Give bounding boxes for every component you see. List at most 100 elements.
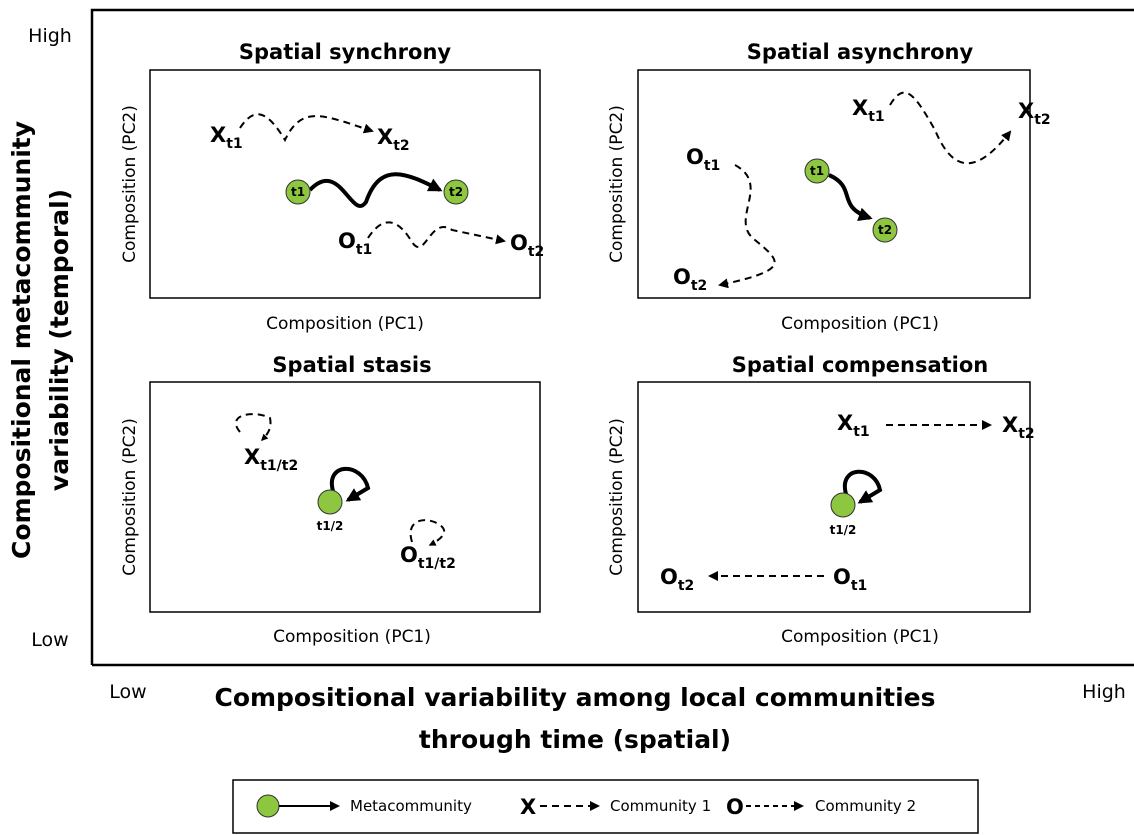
label-sub: t1 xyxy=(868,109,884,125)
panel-frame xyxy=(149,69,541,299)
community-path xyxy=(239,113,374,143)
node xyxy=(443,179,469,205)
label-sub: t1/t2 xyxy=(260,458,298,474)
label-sub: t2 xyxy=(691,278,707,294)
label-sub: t1 xyxy=(356,242,372,258)
label-base: X xyxy=(1002,413,1018,437)
label-base: O xyxy=(833,565,851,589)
node-label: t2 xyxy=(449,185,463,199)
panel-frame xyxy=(637,69,1031,299)
label-base: X xyxy=(837,411,853,435)
y-high: High xyxy=(28,25,72,47)
node xyxy=(285,179,311,205)
metacommunity-path xyxy=(842,469,883,504)
x-label: Composition (PC1) xyxy=(781,314,939,334)
label-base: O xyxy=(510,231,528,255)
panel-title: Spatial compensation xyxy=(732,353,989,377)
label-sub: t1 xyxy=(851,578,867,594)
community-path xyxy=(367,221,506,248)
label-sub: t2 xyxy=(1034,112,1050,128)
y-title: Compositional metacommunity xyxy=(7,121,36,559)
axes-frame xyxy=(90,8,1134,667)
x-high: High xyxy=(1082,681,1126,703)
node xyxy=(830,492,856,518)
label-sub: t1 xyxy=(704,158,720,174)
label-sub: t2 xyxy=(393,138,409,154)
node xyxy=(317,489,343,515)
x-title: through time (spatial) xyxy=(419,725,731,754)
community-path xyxy=(409,519,446,546)
y-label: Composition (PC2) xyxy=(607,105,627,263)
community-label: Ot2 xyxy=(660,565,694,594)
label-base: X xyxy=(852,96,868,120)
community-label: Xt2 xyxy=(377,125,410,154)
panel: Spatial compensation Composition (PC1) C… xyxy=(607,353,1035,647)
community-path xyxy=(889,91,1012,165)
x-title: Compositional variability among local co… xyxy=(214,683,935,712)
node xyxy=(804,158,830,184)
label-sub: t2 xyxy=(528,244,544,260)
panel-title: Spatial stasis xyxy=(272,353,431,377)
panel-frame xyxy=(637,381,1031,613)
x-label: Composition (PC1) xyxy=(273,627,431,647)
y-title: variability (temporal) xyxy=(45,189,74,491)
community-label: Ot2 xyxy=(673,265,707,294)
y-label: Composition (PC2) xyxy=(607,418,627,576)
community-label: Xt1 xyxy=(852,96,885,125)
legend: Metacommunity X Community 1 O Community … xyxy=(232,779,979,834)
legend-marker: X xyxy=(520,795,536,819)
legend-frame xyxy=(232,779,979,834)
panel: Spatial synchrony Composition (PC1) Comp… xyxy=(120,40,544,334)
label-base: O xyxy=(338,229,356,253)
panel-frame xyxy=(149,381,541,613)
label-sub: t1/t2 xyxy=(418,556,456,572)
node-label: t2 xyxy=(878,223,892,237)
label-base: O xyxy=(400,543,418,567)
community-label: Xt1 xyxy=(837,411,870,440)
y-label: Composition (PC2) xyxy=(120,105,140,263)
community-label: Xt2 xyxy=(1018,99,1051,128)
y-label: Composition (PC2) xyxy=(120,418,140,576)
community-label: Ot1 xyxy=(338,229,372,258)
label-base: O xyxy=(673,265,691,289)
legend-label: Community 1 xyxy=(610,797,711,815)
panel: Spatial asynchrony Composition (PC1) Com… xyxy=(607,40,1051,334)
community-label: Ot1 xyxy=(686,145,720,174)
label-sub: t1 xyxy=(853,424,869,440)
x-low: Low xyxy=(109,681,146,703)
label-sub: t2 xyxy=(1018,426,1034,442)
label-base: X xyxy=(1018,99,1034,123)
label-sub: t2 xyxy=(678,578,694,594)
label-base: X xyxy=(210,123,226,147)
node-label: t1/2 xyxy=(830,523,857,537)
node-label: t1 xyxy=(810,164,824,178)
community-label: Ot1 xyxy=(833,565,867,594)
x-label: Composition (PC1) xyxy=(781,627,939,647)
label-sub: t1 xyxy=(226,136,242,152)
label-base: X xyxy=(244,445,260,469)
community-label: Ot1/t2 xyxy=(400,543,456,572)
node-label: t1 xyxy=(291,185,305,199)
panel-title: Spatial synchrony xyxy=(239,40,452,64)
community-label: Ot2 xyxy=(510,231,544,260)
community-label: Xt2 xyxy=(1002,413,1035,442)
panel-title: Spatial asynchrony xyxy=(747,40,974,64)
node xyxy=(872,217,898,243)
metacommunity-path xyxy=(828,173,873,221)
community-label: Xt1/t2 xyxy=(244,445,298,474)
legend-label: Metacommunity xyxy=(350,797,472,815)
community-label: Xt1 xyxy=(210,123,243,152)
label-base: X xyxy=(377,125,393,149)
community-path xyxy=(235,413,272,441)
panel: Spatial stasis Composition (PC1) Composi… xyxy=(120,353,541,647)
community-path xyxy=(718,164,776,289)
metacommunity-path xyxy=(329,466,371,502)
legend-marker: O xyxy=(726,795,744,819)
metacommunity-path xyxy=(308,172,443,208)
node-label: t1/2 xyxy=(317,519,344,533)
legend-label: Community 2 xyxy=(815,797,916,815)
y-low: Low xyxy=(31,629,68,651)
label-base: O xyxy=(660,565,678,589)
x-label: Composition (PC1) xyxy=(266,314,424,334)
